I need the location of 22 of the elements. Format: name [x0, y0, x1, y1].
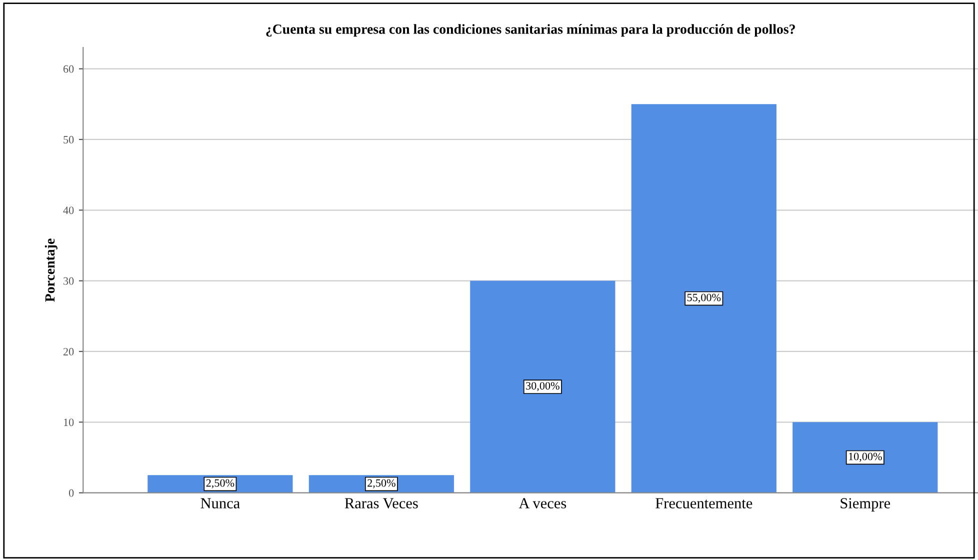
x-tick-label: Siempre	[840, 498, 890, 512]
y-tick-label: 60	[63, 65, 74, 73]
chart-title: ¿Cuenta su empresa con las condiciones sanitarias mínimas para la producción de pollos?	[266, 24, 795, 37]
x-tick-label: Frecuentemente	[656, 498, 752, 508]
y-tick-label: 30	[64, 277, 74, 285]
data-label: 55,00%	[687, 294, 721, 303]
y-tick-label: 20	[63, 348, 74, 356]
bar	[470, 280, 616, 493]
y-tick-label: 0	[68, 489, 74, 497]
data-label: 2,50%	[206, 479, 234, 488]
x-tick-label: Raras Veces	[344, 498, 418, 508]
data-label: 30,00%	[526, 382, 560, 392]
bar	[631, 104, 776, 493]
x-tick-label: A veces	[518, 498, 566, 508]
y-tick-label: 10	[64, 418, 74, 426]
x-tick-label: Nunca	[200, 498, 240, 508]
y-tick-label: 40	[63, 206, 74, 214]
y-axis-title: Porcentaje	[44, 238, 58, 302]
data-label: 2,50%	[368, 479, 396, 488]
y-tick-label: 50	[64, 136, 74, 144]
bar	[792, 422, 938, 493]
data-label: 10,00%	[848, 452, 882, 462]
